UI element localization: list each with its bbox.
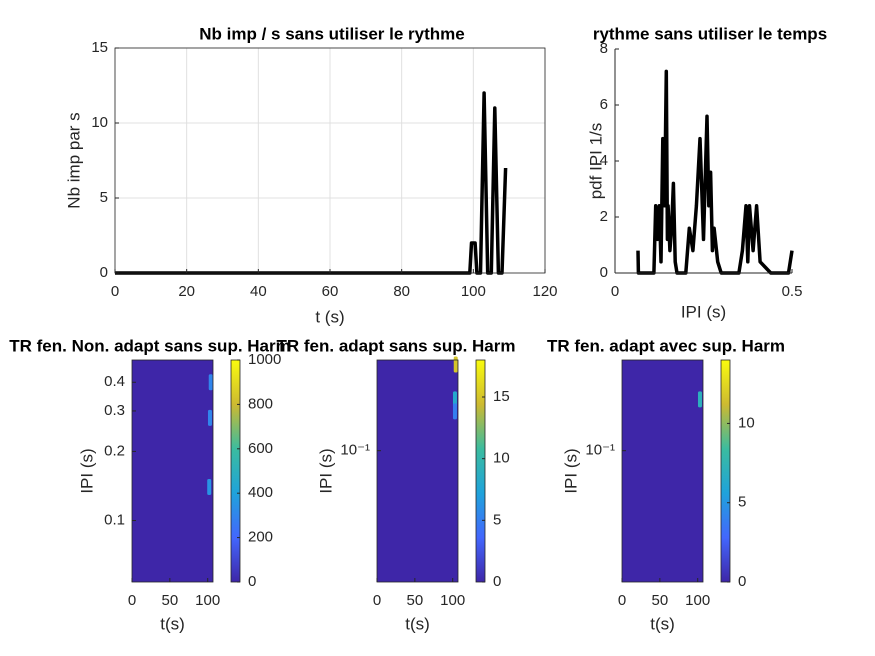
x-axis-label: IPI (s) bbox=[681, 302, 726, 321]
y-tick-label: 10⁻¹ bbox=[340, 442, 370, 459]
y-tick-label: 0.4 bbox=[104, 373, 125, 390]
heatmap-cell bbox=[207, 478, 212, 495]
axes-box bbox=[621, 359, 704, 583]
y-tick-label: 8 bbox=[600, 40, 608, 57]
colorbar-tick-label: 800 bbox=[248, 395, 273, 412]
colorbar bbox=[475, 359, 486, 583]
x-tick-label: 100 bbox=[440, 592, 465, 609]
colorbar-tick-label: 600 bbox=[248, 440, 273, 457]
data-line bbox=[636, 69, 794, 275]
heatmap-cell bbox=[452, 403, 457, 420]
x-axis-label: t(s) bbox=[405, 614, 430, 633]
x-tick-label: 120 bbox=[532, 283, 557, 300]
chart-title: Nb imp / s sans utiliser le rythme bbox=[199, 24, 464, 43]
y-tick-label: 4 bbox=[600, 152, 608, 169]
x-tick-label: 100 bbox=[195, 592, 220, 609]
colorbar-tick-label: 0 bbox=[738, 573, 746, 590]
x-tick-label: 0 bbox=[373, 592, 381, 609]
x-tick-label: 0 bbox=[611, 283, 619, 300]
x-axis-label: t (s) bbox=[315, 307, 344, 326]
x-tick-label: 80 bbox=[393, 283, 410, 300]
x-tick-label: 50 bbox=[407, 592, 424, 609]
chart-title: TR fen. adapt avec sup. Harm bbox=[547, 336, 785, 355]
x-tick-label: 0 bbox=[111, 283, 119, 300]
y-tick-label: 10⁻¹ bbox=[585, 442, 615, 459]
y-axis-label: IPI (s) bbox=[77, 448, 96, 493]
x-tick-label: 50 bbox=[652, 592, 669, 609]
colorbar-tick-label: 10 bbox=[493, 450, 510, 467]
x-tick-label: 20 bbox=[178, 283, 195, 300]
y-axis-label: pdf IPI 1/s bbox=[586, 123, 605, 200]
y-axis-label: Nb imp par s bbox=[64, 112, 83, 208]
x-tick-label: 0 bbox=[128, 592, 136, 609]
y-axis-label: IPI (s) bbox=[561, 448, 580, 493]
colorbar-tick-label: 0 bbox=[493, 573, 501, 590]
x-axis-label: t(s) bbox=[650, 614, 675, 633]
x-tick-label: 50 bbox=[162, 592, 179, 609]
heatmap-background bbox=[622, 360, 703, 582]
heatmap-cell bbox=[208, 374, 213, 391]
x-tick-label: 0.5 bbox=[782, 283, 803, 300]
colorbar-tick-label: 1000 bbox=[248, 351, 281, 368]
colorbar bbox=[230, 359, 241, 583]
y-axis-label: IPI (s) bbox=[316, 448, 335, 493]
x-tick-label: 40 bbox=[250, 283, 267, 300]
y-tick-label: 0 bbox=[100, 264, 108, 281]
heatmap-background bbox=[377, 360, 458, 582]
x-tick-label: 60 bbox=[322, 283, 339, 300]
y-tick-label: 5 bbox=[100, 189, 108, 206]
y-tick-label: 0.2 bbox=[104, 442, 125, 459]
y-tick-label: 10 bbox=[91, 114, 108, 131]
x-tick-label: 100 bbox=[685, 592, 710, 609]
heatmap-cell bbox=[452, 391, 457, 408]
y-tick-label: 6 bbox=[600, 96, 608, 113]
heatmap-cell bbox=[697, 391, 702, 408]
axes-box bbox=[131, 359, 214, 583]
colorbar-tick-label: 200 bbox=[248, 529, 273, 546]
axes-box bbox=[376, 359, 459, 583]
colorbar bbox=[720, 359, 731, 583]
colorbar-tick-label: 5 bbox=[738, 494, 746, 511]
colorbar-tick-label: 5 bbox=[493, 511, 501, 528]
x-tick-label: 100 bbox=[461, 283, 486, 300]
heatmap-background bbox=[132, 360, 213, 582]
y-tick-label: 2 bbox=[600, 208, 608, 225]
y-tick-label: 0 bbox=[600, 264, 608, 281]
y-tick-label: 15 bbox=[91, 39, 108, 56]
x-tick-label: 0 bbox=[618, 592, 626, 609]
heatmap-cell bbox=[207, 409, 212, 426]
chart-title: rythme sans utiliser le temps bbox=[593, 24, 827, 43]
colorbar-tick-label: 10 bbox=[738, 414, 755, 431]
y-tick-label: 0.3 bbox=[104, 402, 125, 419]
x-axis-label: t(s) bbox=[160, 614, 185, 633]
colorbar-tick-label: 400 bbox=[248, 484, 273, 501]
colorbar-tick-label: 0 bbox=[248, 573, 256, 590]
y-tick-label: 0.1 bbox=[104, 512, 125, 529]
heatmap-cell bbox=[453, 356, 458, 373]
chart-title: TR fen. adapt sans sup. Harm bbox=[277, 336, 516, 355]
colorbar-tick-label: 15 bbox=[493, 388, 510, 405]
chart-title: TR fen. Non. adapt sans sup. Harm bbox=[9, 336, 291, 355]
